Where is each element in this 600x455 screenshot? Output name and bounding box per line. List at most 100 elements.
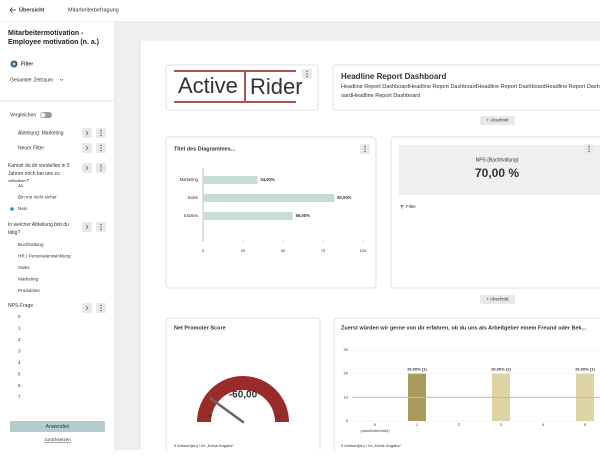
x-tick-label: 100 [360, 248, 367, 253]
option[interactable]: 5 [18, 372, 21, 377]
period-select: Gesamter Zeitraum [10, 77, 53, 83]
option[interactable]: 6 [18, 383, 21, 388]
add-section-button[interactable] [480, 116, 515, 125]
option[interactable]: 1 [18, 326, 21, 331]
dot-icon [100, 226, 102, 228]
logo-word: Active [178, 73, 238, 98]
y-tick-label: 20 [344, 371, 349, 376]
y-tick-label: 10 [344, 394, 349, 399]
option[interactable]: 0 [18, 314, 21, 319]
option[interactable]: 2 [18, 337, 21, 342]
dot-icon [364, 148, 366, 150]
option[interactable]: Ja [18, 183, 23, 188]
dot-icon [100, 164, 102, 167]
nps-value: 70,00 % [475, 166, 519, 180]
question-text: NPS-Frage [8, 303, 34, 309]
chevron-icon [85, 165, 89, 171]
gauge-max: 100 [275, 413, 282, 418]
option[interactable]: Marketing [18, 277, 39, 282]
filter-funnel [400, 205, 404, 209]
column-footer: 5 Antwort(en) / 0x „Keine Angabe“ [341, 443, 402, 448]
chevron-button[interactable] [82, 303, 92, 313]
x-tick-label: 4 [542, 422, 545, 427]
filter-button: Filter [21, 61, 33, 67]
chevron-icon [85, 130, 89, 136]
x-tick-label: 5 [584, 422, 587, 427]
bar [203, 194, 335, 202]
option[interactable]: Nein [18, 206, 28, 211]
filter-item: Neuer Filter [18, 145, 44, 151]
chevron-button[interactable] [82, 222, 92, 232]
option[interactable]: 7 [18, 395, 21, 400]
reset-link[interactable]: zurücksetzen [44, 437, 71, 442]
headline-body-box: Headline Report DashboardHeadline Report… [341, 84, 600, 99]
x-tick-label: 75 [321, 248, 326, 253]
question-text: In welcher Abteilung bist du tätig? [8, 222, 69, 236]
category-label: Sales [188, 195, 198, 200]
chevron-icon [85, 145, 89, 151]
dot-icon [306, 73, 308, 75]
dot-icon [588, 148, 590, 150]
toggle-knob [40, 112, 46, 118]
question-text-box: In welcher Abteilung bist du tätig? [8, 222, 69, 236]
x-tick-label: 2 [458, 422, 461, 427]
headline-card [332, 64, 600, 111]
value-label: 56,00% [296, 213, 310, 218]
apply-button[interactable] [10, 421, 105, 432]
option[interactable]: Bin mir nicht sicher [18, 195, 57, 200]
x-tick-label: 25 [241, 248, 246, 253]
dot-icon [100, 304, 102, 307]
y-tick-label: 0 [346, 418, 349, 423]
add-section-button[interactable] [480, 295, 515, 304]
category-label: Estates [184, 213, 198, 218]
option[interactable]: 3 [18, 349, 21, 354]
category-note: (unzufrieden/nicht) [361, 429, 390, 433]
add-section-label: + Abschnitt [486, 118, 509, 123]
dot-icon [100, 169, 102, 172]
category-label: Marketing [180, 177, 199, 182]
dot-icon [100, 129, 102, 132]
dot-icon [100, 134, 102, 137]
headline-title: Headline Report Dashboard [341, 72, 446, 81]
column-title: Zuerst würden wir gerne von dir erfahren… [341, 325, 587, 331]
chevron-button[interactable] [82, 143, 92, 153]
gauge-arc [197, 376, 289, 422]
gauge-value: -60,00 [229, 390, 258, 401]
dot-icon [100, 228, 102, 231]
option[interactable]: Produktion [18, 288, 40, 293]
nps-label: NPS (Bachhaltung) [476, 157, 519, 163]
dot-icon [306, 75, 308, 78]
chevron-button[interactable] [82, 128, 92, 138]
sidebar [0, 22, 115, 450]
dot-icon [588, 150, 590, 153]
dot-icon [100, 309, 102, 312]
value-label: 34,00% [260, 177, 274, 182]
nps-panel [399, 145, 600, 195]
headline-body: Headline Report DashboardHeadline Report… [341, 84, 600, 99]
nps-filter[interactable]: Filter [406, 204, 417, 209]
dot-icon [588, 145, 590, 148]
sidebar-title-box: Mitarbeitermotivation - Employee motivat… [8, 30, 99, 46]
dot-icon [364, 150, 366, 153]
option[interactable]: Sales [18, 265, 30, 270]
value-label: 82,00% [337, 195, 351, 200]
dot-icon [100, 144, 102, 147]
x-tick-label: 0 [202, 248, 205, 253]
back-link: Übersicht [19, 6, 45, 13]
option[interactable]: 4 [18, 360, 21, 365]
chevron-button[interactable] [82, 163, 92, 173]
option[interactable]: Buchhaltung [18, 242, 44, 247]
option[interactable]: HR / Personalentwicklung [18, 254, 71, 259]
filter-item: Abteilung: Marketing [18, 130, 64, 136]
bar [203, 212, 293, 220]
dot-icon [100, 149, 102, 152]
question-text-box: Kannst du dir vorstellen in 5 Jahren noc… [8, 163, 70, 182]
back-arrow[interactable] [9, 7, 16, 13]
bar [203, 176, 258, 184]
dot-icon [100, 132, 102, 134]
dot-icon [100, 307, 102, 309]
filter-plus [12, 62, 16, 66]
dot-icon [100, 147, 102, 149]
value-label: 20,00% (1) [407, 367, 427, 372]
